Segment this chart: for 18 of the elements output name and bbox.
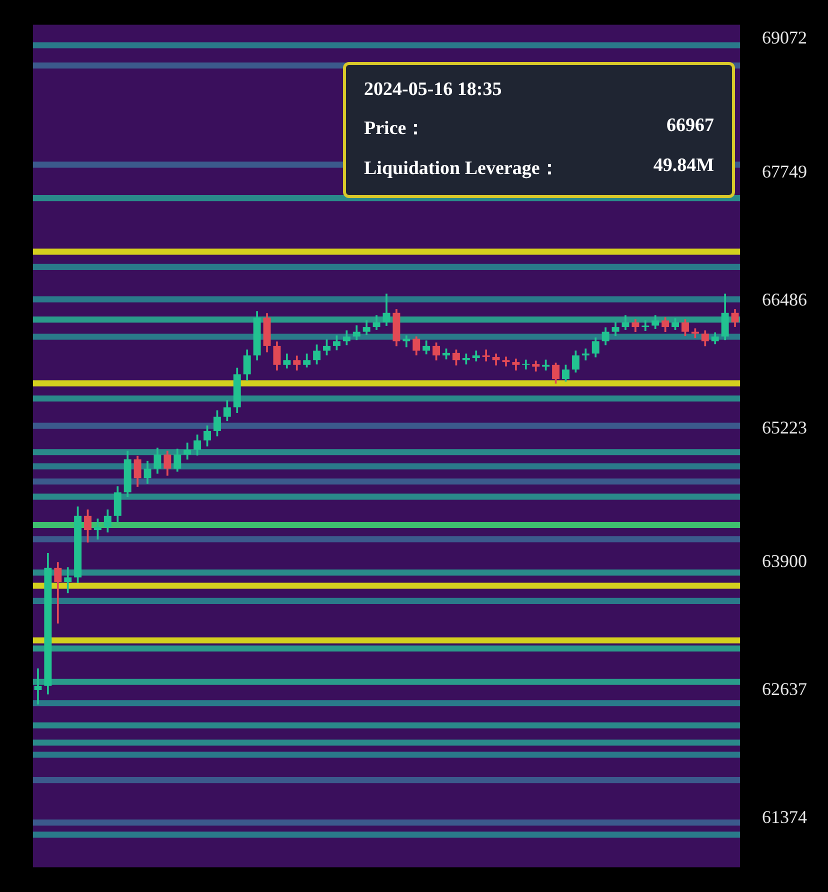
y-tick-label: 69072 — [762, 28, 807, 48]
annotation: Liquidation Leverage： — [364, 157, 560, 181]
candlestick — [642, 320, 650, 331]
candlestick — [482, 350, 490, 362]
y-tick-label: 65223 — [762, 417, 807, 438]
annotation: 2024-05-16 18:35 — [364, 79, 503, 101]
candlestick — [582, 348, 590, 360]
y-tick-label: 63900 — [762, 551, 807, 572]
candlestick — [522, 360, 530, 370]
annotation: 66967 — [666, 115, 714, 138]
y-tick-label: 62637 — [762, 679, 807, 700]
candlestick — [462, 354, 470, 364]
y-tick-label: 61374 — [762, 806, 807, 827]
annotation: 49.84M — [652, 155, 714, 178]
y-tick-label: 67749 — [762, 162, 807, 182]
annotation: Price： — [364, 117, 426, 141]
y-tick-label: 66486 — [762, 289, 807, 310]
candlestick — [34, 668, 42, 704]
